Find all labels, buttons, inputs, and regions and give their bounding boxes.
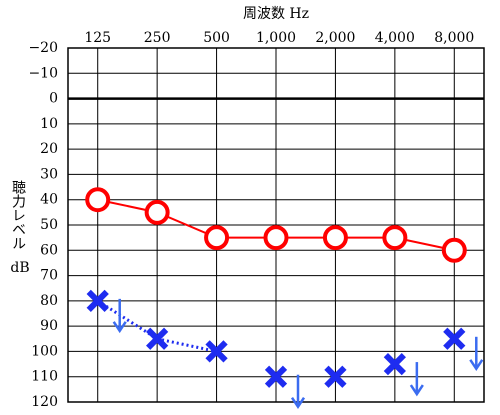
- y-tick-label: 50: [40, 217, 58, 233]
- plot-border: [67, 47, 485, 403]
- cross-stroke: [146, 327, 169, 350]
- cross-stroke: [264, 365, 288, 388]
- air-marker: [322, 225, 348, 251]
- y-tick-label: 100: [31, 343, 58, 359]
- no-response-arrow-head: [469, 359, 484, 372]
- x-axis-title: 周波数 Hz: [243, 6, 309, 22]
- cross-stroke: [443, 327, 466, 350]
- y-tick-label: 10: [40, 116, 58, 132]
- y-tick-label: −10: [28, 65, 58, 81]
- y-tick-label: 0: [49, 91, 58, 107]
- x-tick-label: 125: [84, 30, 111, 46]
- air-marker: [144, 199, 170, 225]
- x-tick-label: 250: [144, 30, 171, 46]
- air-marker: [441, 237, 467, 263]
- no-response-arrow-head: [290, 397, 306, 409]
- cross-marker: [324, 365, 347, 388]
- x-tick-label: 8,000: [434, 30, 474, 46]
- x-tick-label: 500: [203, 30, 230, 46]
- x-tick-label: 4,000: [375, 30, 415, 46]
- y-tick-label: 120: [31, 394, 58, 410]
- y-axis-unit: dB: [10, 260, 29, 276]
- y-tick-label: 70: [40, 268, 58, 284]
- air-marker: [204, 225, 230, 251]
- cross-stroke: [205, 340, 228, 363]
- y-tick-label: 30: [40, 166, 58, 182]
- cross-stroke: [86, 289, 109, 312]
- cross-marker: [264, 365, 288, 388]
- y-tick-label: 110: [31, 369, 58, 385]
- cross-marker: [146, 327, 169, 350]
- y-tick-label: 90: [40, 318, 58, 334]
- cross-stroke: [383, 352, 406, 376]
- air-marker: [85, 187, 111, 213]
- y-tick-label: 40: [40, 192, 58, 208]
- cross-marker: [205, 340, 228, 363]
- y-tick-label: 20: [40, 141, 58, 157]
- x-tick-label: 1,000: [256, 30, 296, 46]
- cross-marker: [443, 327, 466, 350]
- cross-stroke: [324, 365, 347, 388]
- y-tick-label: 60: [40, 242, 58, 258]
- series-connector: [156, 337, 217, 353]
- x-tick-label: 2,000: [315, 30, 355, 46]
- no-response-arrow-head: [409, 384, 424, 397]
- air-marker: [263, 225, 289, 251]
- y-axis-title: 聴力レベル: [10, 180, 26, 250]
- y-tick-label: −20: [28, 40, 58, 56]
- cross-marker: [383, 352, 406, 376]
- air-marker: [382, 225, 408, 251]
- cross-marker: [86, 289, 109, 312]
- y-tick-label: 80: [40, 293, 58, 309]
- no-response-arrow-head: [112, 321, 127, 334]
